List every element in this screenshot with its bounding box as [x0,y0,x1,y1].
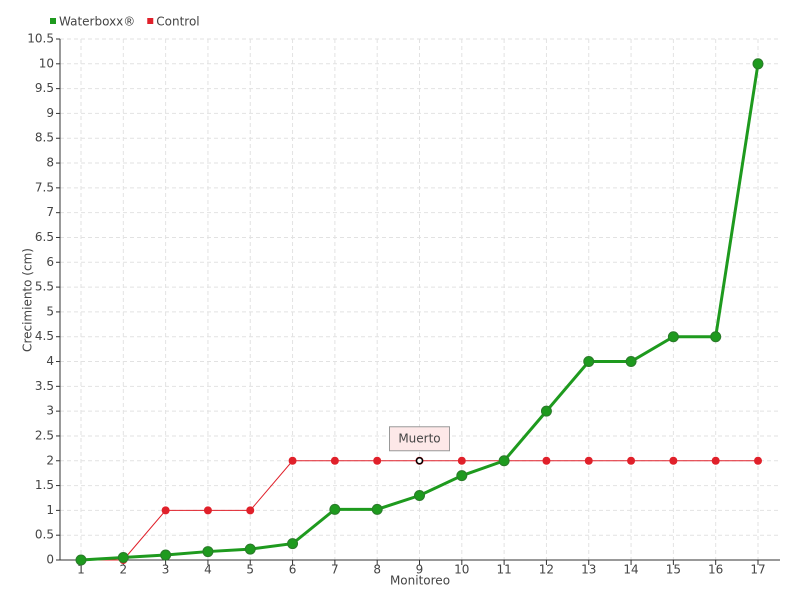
y-tick-label: 5.5 [35,280,54,294]
x-tick-label: 15 [666,563,681,577]
x-tick-label: 13 [581,563,596,577]
y-tick-label: 1.5 [35,478,54,492]
y-tick-label: 6 [46,255,54,269]
data-point [288,456,297,465]
x-tick-label: 1 [77,563,85,577]
annotation-point [415,457,424,465]
x-tick-label: 10 [454,563,469,577]
x-tick-label: 9 [416,563,424,577]
data-point [711,456,720,465]
data-point [287,538,299,550]
y-tick-label: 8.5 [35,131,54,145]
legend-label: Control [156,15,199,29]
data-point [669,456,678,465]
x-tick-label: 16 [708,563,723,577]
y-tick-label: 4.5 [35,329,54,343]
data-point [202,546,214,558]
data-point [627,456,636,465]
data-point [75,554,87,566]
y-axis-label: Crecimiento (cm) [21,248,35,352]
data-point [373,456,382,465]
data-point [117,552,129,564]
y-tick-label: 7.5 [35,180,54,194]
data-point [542,456,551,465]
x-tick-label: 11 [496,563,511,577]
annotation-box [389,426,450,452]
data-point [584,456,593,465]
data-point [246,506,255,515]
annotation-label: Muerto [398,431,440,445]
y-tick-label: 10 [39,56,54,70]
y-tick-label: 1 [46,503,54,517]
data-point [329,503,341,515]
y-tick-label: 9 [46,106,54,120]
data-point [371,503,383,515]
data-point [498,455,510,467]
x-tick-label: 8 [373,563,381,577]
data-point [330,456,339,465]
data-point [667,331,679,343]
data-point [160,549,172,561]
x-tick-label: 6 [289,563,297,577]
y-tick-label: 3 [46,404,54,418]
y-tick-label: 6.5 [35,230,54,244]
x-tick-label: 14 [623,563,638,577]
data-point [625,356,637,368]
data-point [203,506,212,515]
x-tick-label: 17 [750,563,765,577]
x-tick-label: 7 [331,563,339,577]
y-tick-label: 10.5 [27,32,54,46]
x-tick-label: 3 [162,563,170,577]
data-point [456,470,468,482]
y-tick-label: 8 [46,156,54,170]
data-point [754,456,762,465]
y-tick-label: 2 [46,453,54,467]
y-tick-label: 4 [46,354,54,368]
y-tick-label: 7 [46,205,54,219]
x-tick-label: 12 [539,563,554,577]
data-point [161,506,170,515]
data-point [244,543,256,555]
y-tick-label: 9.5 [35,81,54,95]
data-point [583,356,595,368]
data-point [710,331,722,343]
legend-label: Waterboxx® [59,15,135,29]
y-tick-label: 5 [46,304,54,318]
x-axis-label: Monitoreo [390,574,450,588]
data-point [752,58,764,70]
legend-swatch [50,18,56,24]
data-point [457,456,466,465]
data-point [540,405,552,417]
x-tick-label: 4 [204,563,212,577]
legend-swatch [147,18,154,24]
x-tick-label: 5 [246,563,254,577]
y-tick-label: 3.5 [35,379,54,393]
x-tick-label: 2 [119,563,127,577]
y-tick-label: 0.5 [35,528,54,542]
data-point [414,489,425,501]
y-tick-label: 0 [46,553,54,567]
y-tick-label: 2.5 [35,428,54,442]
annotation: Muerto [389,426,450,452]
